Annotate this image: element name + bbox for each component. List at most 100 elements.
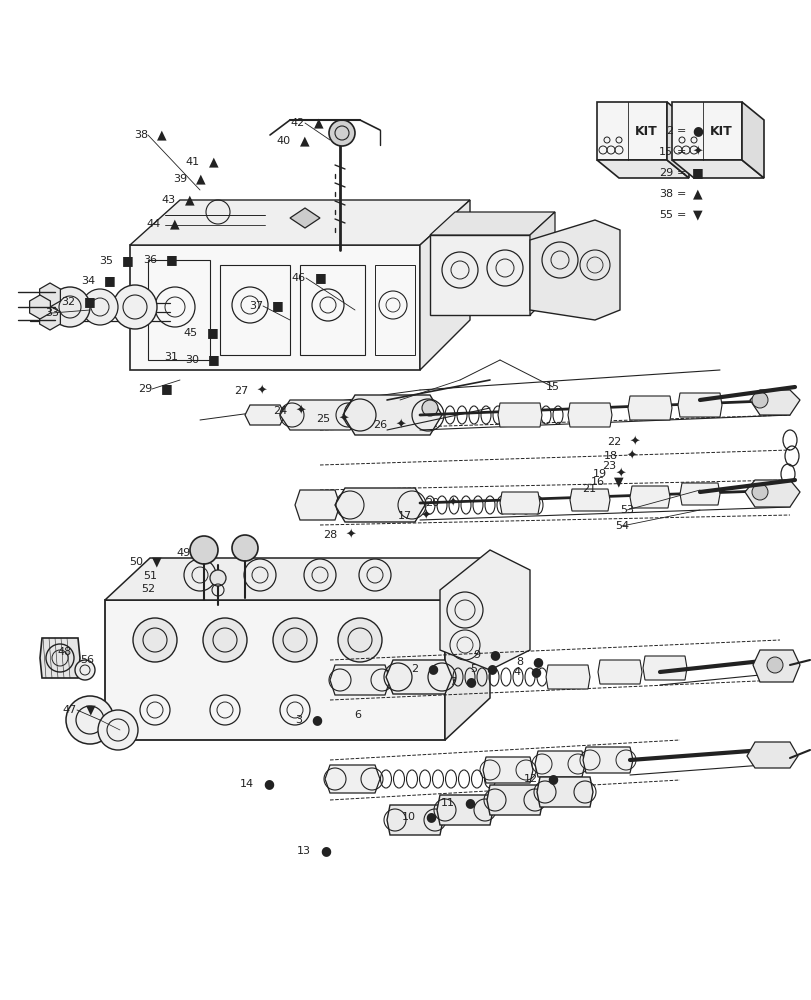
Text: ■: ■ — [161, 382, 173, 395]
Polygon shape — [749, 390, 799, 415]
Circle shape — [751, 484, 767, 500]
Text: 38: 38 — [658, 189, 672, 199]
Circle shape — [75, 660, 95, 680]
Text: 17: 17 — [397, 511, 411, 521]
Polygon shape — [29, 295, 50, 319]
Polygon shape — [294, 490, 340, 520]
Text: 29: 29 — [138, 384, 152, 394]
Text: ■: ■ — [272, 300, 283, 312]
Text: 23: 23 — [601, 461, 616, 471]
Text: ✦: ✦ — [420, 510, 431, 522]
Text: =: = — [676, 189, 686, 199]
Polygon shape — [627, 396, 672, 420]
Text: 5: 5 — [470, 664, 476, 674]
Polygon shape — [530, 212, 554, 315]
Polygon shape — [290, 208, 320, 228]
Text: 45: 45 — [183, 328, 198, 338]
Text: 54: 54 — [614, 521, 629, 531]
Text: 46: 46 — [291, 273, 306, 283]
Text: 6: 6 — [354, 710, 361, 720]
Text: 47: 47 — [62, 705, 77, 715]
Text: 42: 42 — [290, 118, 305, 128]
Text: 21: 21 — [581, 484, 595, 494]
Circle shape — [751, 392, 767, 408]
Circle shape — [190, 536, 217, 564]
Text: =: = — [676, 168, 686, 178]
Text: ●: ● — [320, 844, 330, 857]
Text: ✦: ✦ — [448, 496, 458, 510]
Text: ●: ● — [465, 676, 475, 688]
Text: 34: 34 — [81, 276, 95, 286]
Text: ✦: ✦ — [692, 146, 702, 159]
Polygon shape — [597, 660, 642, 684]
Polygon shape — [245, 405, 285, 425]
Text: 38: 38 — [134, 130, 148, 140]
Text: ✦: ✦ — [296, 404, 306, 418]
Text: ✦: ✦ — [626, 450, 637, 462]
Polygon shape — [569, 489, 609, 511]
Circle shape — [422, 400, 437, 416]
Text: 33: 33 — [45, 308, 59, 318]
Text: 32: 32 — [61, 297, 75, 307]
Polygon shape — [679, 483, 719, 505]
Text: ▲: ▲ — [169, 218, 179, 231]
Text: 18: 18 — [603, 451, 617, 461]
Polygon shape — [105, 558, 489, 600]
Text: ■: ■ — [208, 354, 220, 366]
Polygon shape — [324, 765, 380, 793]
Polygon shape — [487, 785, 543, 815]
Text: ■: ■ — [691, 167, 703, 180]
Polygon shape — [744, 480, 799, 507]
Polygon shape — [329, 665, 389, 695]
Text: ●: ● — [488, 648, 500, 662]
Polygon shape — [642, 656, 686, 680]
Text: 15: 15 — [545, 382, 560, 392]
Polygon shape — [582, 747, 633, 773]
Polygon shape — [335, 488, 424, 522]
Circle shape — [210, 570, 225, 586]
Text: 51: 51 — [143, 571, 157, 581]
Circle shape — [272, 618, 316, 662]
Text: 19: 19 — [592, 469, 607, 479]
Circle shape — [337, 618, 381, 662]
Text: ■: ■ — [84, 296, 96, 308]
Text: 36: 36 — [143, 255, 157, 265]
Text: ■: ■ — [207, 326, 218, 340]
Polygon shape — [40, 306, 60, 330]
Text: =: = — [676, 147, 686, 157]
Polygon shape — [536, 777, 592, 807]
Polygon shape — [430, 212, 554, 235]
Polygon shape — [419, 200, 470, 370]
Text: 7: 7 — [448, 677, 456, 687]
Text: ●: ● — [427, 662, 437, 676]
Text: ■: ■ — [165, 253, 178, 266]
Polygon shape — [741, 102, 763, 178]
Text: 15: 15 — [659, 147, 672, 157]
Text: ✦: ✦ — [257, 384, 267, 397]
Text: KIT: KIT — [709, 125, 732, 138]
Text: ●: ● — [263, 778, 273, 790]
Text: ●: ● — [531, 656, 543, 668]
Circle shape — [98, 710, 138, 750]
Text: 44: 44 — [147, 219, 161, 229]
Text: 4: 4 — [513, 667, 521, 677]
Text: 37: 37 — [248, 301, 263, 311]
Text: 39: 39 — [173, 174, 187, 184]
Text: 43: 43 — [161, 195, 176, 205]
Text: 26: 26 — [372, 420, 387, 430]
Polygon shape — [105, 600, 444, 740]
Polygon shape — [746, 742, 797, 768]
Polygon shape — [568, 403, 611, 427]
Text: 40: 40 — [277, 136, 290, 146]
Text: =: = — [676, 210, 686, 220]
Text: 13: 13 — [297, 846, 311, 856]
Text: 50: 50 — [129, 557, 143, 567]
Text: ▲: ▲ — [185, 194, 195, 207]
Text: 35: 35 — [99, 256, 113, 266]
Text: 29: 29 — [658, 168, 672, 178]
Text: ▲: ▲ — [195, 173, 205, 186]
Polygon shape — [436, 795, 492, 825]
Text: ■: ■ — [122, 254, 134, 267]
Polygon shape — [500, 492, 539, 514]
Circle shape — [113, 285, 157, 329]
